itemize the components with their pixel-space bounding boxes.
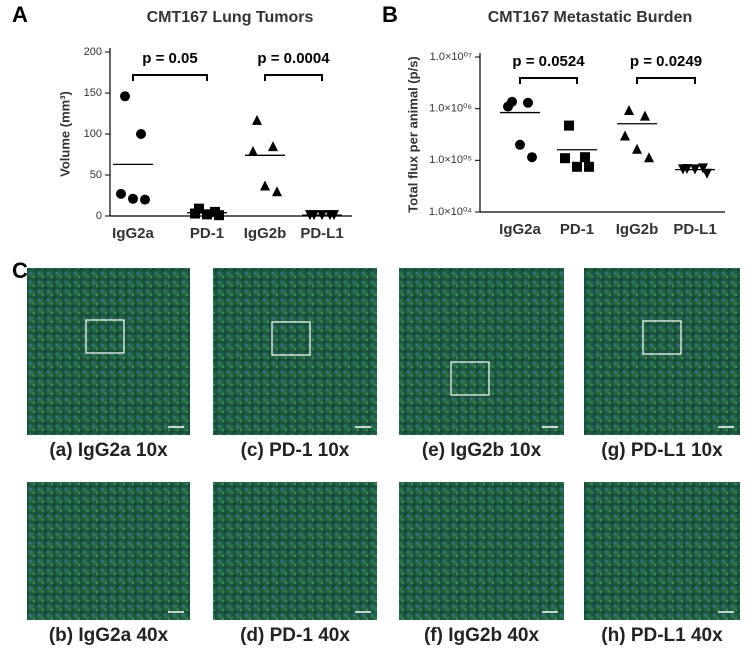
y-tick-label: 1.0×10⁰⁴ — [429, 206, 472, 218]
data-point — [252, 114, 262, 125]
p-value: p = 0.05 — [142, 50, 197, 67]
caption: (h) PD-L1 40x — [601, 625, 723, 646]
y-tick-label: 200 — [84, 46, 102, 58]
data-point — [584, 161, 594, 172]
y-tick-label: 1.0×10⁰⁶ — [429, 103, 472, 115]
data-point — [620, 130, 630, 141]
caption: (f) IgG2b 40x — [424, 625, 540, 646]
chart: B CMT167 Metastatic Burden Total flux per … — [382, 2, 725, 238]
panel-label: A — [12, 2, 28, 27]
p-value: p = 0.0249 — [630, 53, 702, 70]
data-point — [214, 210, 224, 221]
data-point — [140, 194, 150, 205]
caption: (g) PD-L1 10x — [601, 440, 723, 461]
x-tick-label: PD-L1 — [300, 225, 343, 242]
micrograph — [213, 482, 377, 620]
x-tick-label: IgG2a — [112, 225, 154, 242]
data-point — [572, 161, 582, 172]
y-tick-label: 1.0×10⁰⁷ — [430, 51, 472, 63]
data-point — [503, 101, 513, 112]
data-point — [640, 110, 650, 121]
image-panel: C (a) IgG2a 10x (c) PD-1 10x (e) IgG2b 10x (… — [12, 258, 740, 646]
micrograph — [584, 268, 740, 435]
data-point — [580, 152, 590, 163]
data-point — [624, 105, 634, 116]
data-point — [644, 152, 654, 163]
data-point — [248, 146, 258, 157]
significance-bracket — [519, 77, 578, 84]
data-point — [632, 143, 642, 154]
y-tick-label: 100 — [84, 128, 102, 140]
significance-bracket — [264, 74, 323, 81]
data-point — [136, 129, 146, 139]
significance-bracket — [132, 74, 208, 81]
data-point — [564, 120, 574, 131]
data-point — [120, 91, 130, 102]
micrograph — [399, 268, 564, 435]
x-tick-label: IgG2a — [499, 221, 541, 238]
data-point — [272, 186, 282, 197]
significance-bracket — [636, 77, 696, 84]
y-tick-label: 0 — [96, 210, 102, 222]
data-point — [202, 209, 212, 220]
x-tick-label: IgG2b — [244, 225, 287, 242]
data-point — [515, 139, 525, 150]
panel-label: B — [382, 2, 398, 27]
data-point — [260, 180, 270, 191]
chart-title: CMT167 Metastatic Burden — [488, 9, 693, 26]
micrograph — [584, 482, 740, 620]
region-box — [85, 319, 125, 354]
x-tick-label: IgG2b — [616, 221, 659, 238]
p-value: p = 0.0004 — [257, 50, 330, 67]
data-point — [698, 163, 708, 174]
panel-label: C — [12, 258, 28, 283]
x-tick-label: PD-L1 — [673, 221, 716, 238]
data-point — [527, 152, 537, 163]
data-point — [116, 188, 126, 199]
caption: (e) IgG2b 10x — [422, 440, 542, 461]
chart-title: CMT167 Lung Tumors — [147, 9, 314, 26]
y-axis-label: Total flux per animal (p/s) — [405, 56, 420, 213]
micrograph — [27, 482, 190, 620]
y-tick-label: 150 — [84, 87, 102, 99]
x-tick-label: PD-1 — [560, 221, 594, 238]
p-value: p = 0.0524 — [512, 53, 585, 70]
micrograph — [399, 482, 564, 620]
region-box — [642, 320, 682, 355]
chart: A CMT167 Lung Tumors Volume (mm³) 0 50 100 150… — [12, 2, 352, 242]
caption: (b) IgG2a 40x — [49, 625, 169, 646]
data-point — [702, 168, 712, 179]
data-point — [190, 208, 200, 219]
caption: (a) IgG2a 10x — [49, 440, 168, 461]
caption: (d) PD-1 40x — [240, 625, 350, 646]
micrograph — [27, 268, 190, 435]
data-point — [560, 153, 570, 164]
data-point — [268, 141, 278, 152]
caption: (c) PD-1 10x — [241, 440, 350, 461]
micrograph — [213, 268, 377, 435]
y-tick-label: 50 — [90, 169, 102, 181]
y-tick-label: 1.0×10⁰⁵ — [429, 154, 472, 166]
data-point — [128, 193, 138, 204]
data-point — [523, 97, 533, 108]
x-tick-label: PD-1 — [190, 225, 224, 242]
region-box — [271, 321, 311, 356]
region-box — [450, 361, 490, 396]
y-axis-label: Volume (mm³) — [57, 91, 72, 177]
